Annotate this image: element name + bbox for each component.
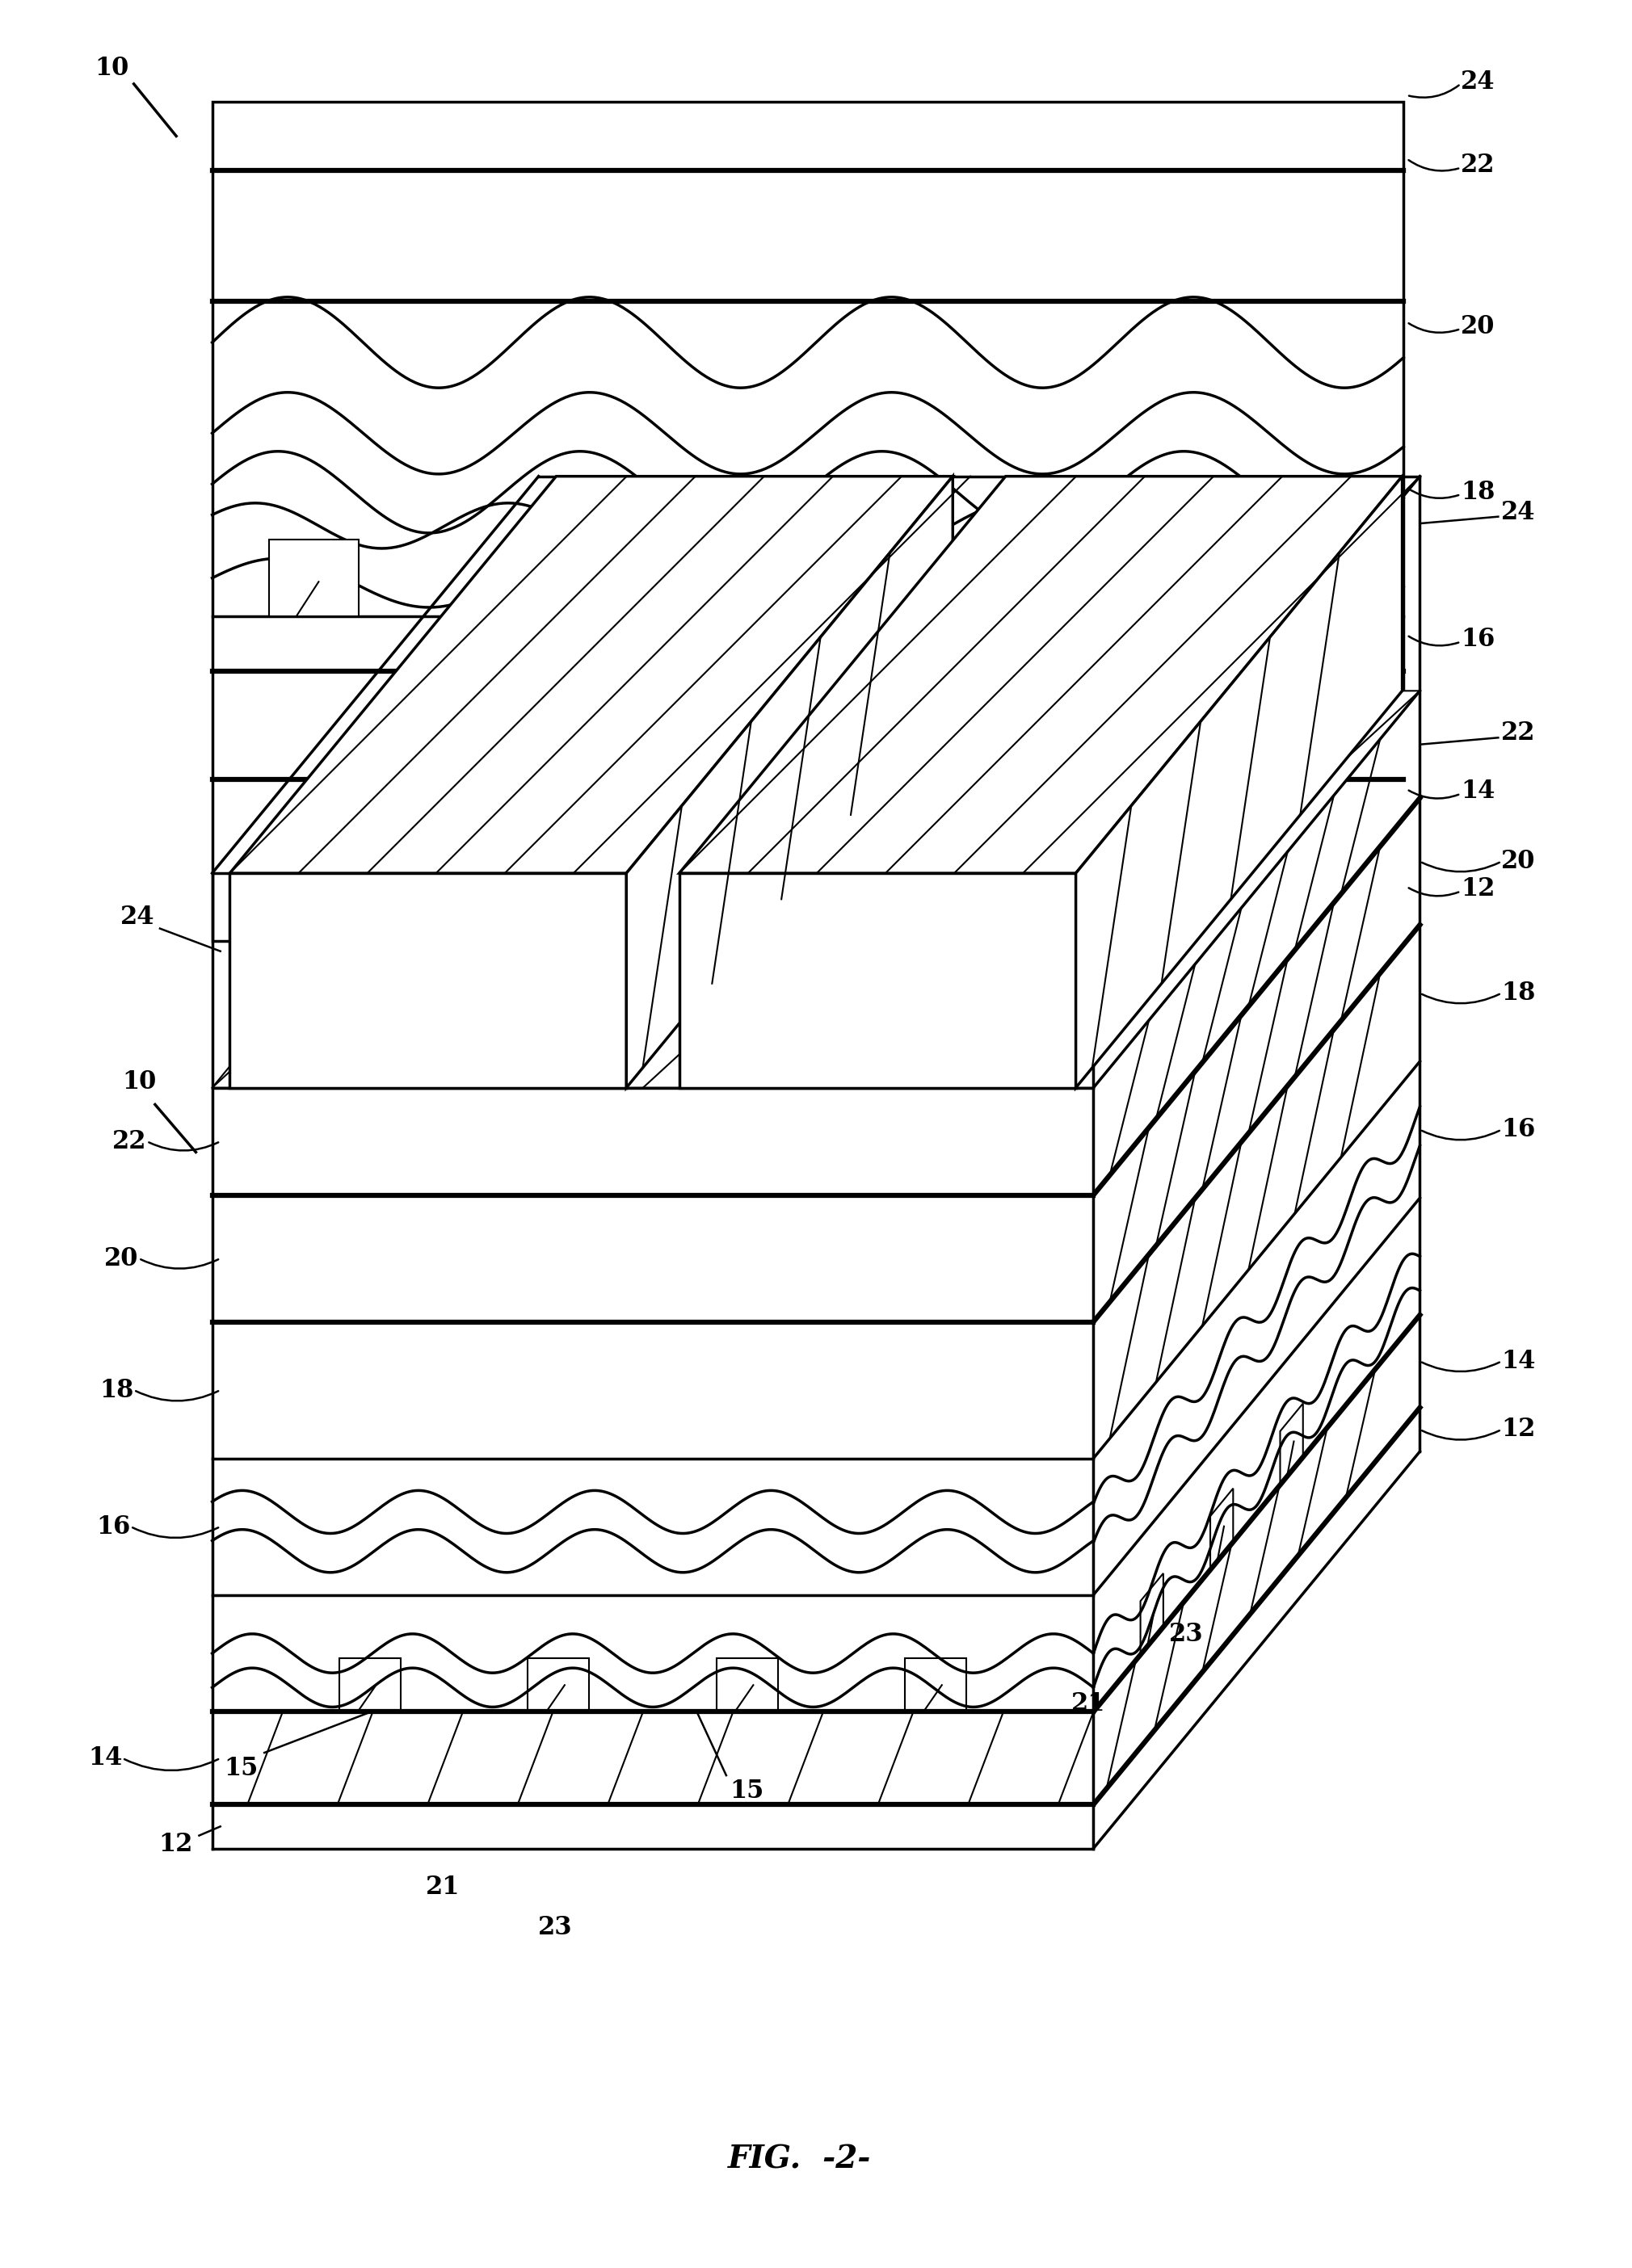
Text: 21: 21 [426,1873,460,1898]
Polygon shape [339,1658,401,1712]
Polygon shape [716,1658,778,1712]
Polygon shape [679,873,1075,1089]
Text: 23: 23 [1169,1622,1204,1647]
Polygon shape [679,476,1402,873]
Text: 10: 10 [122,1068,157,1093]
Polygon shape [1093,1061,1420,1594]
Text: 14: 14 [1461,778,1495,805]
Polygon shape [212,1712,1093,1805]
Text: 15: 15 [730,1778,764,1803]
Text: 23: 23 [539,1914,573,1939]
Text: 26: 26 [444,651,478,676]
Polygon shape [1093,692,1420,1195]
Text: 18: 18 [100,1377,134,1402]
Polygon shape [1093,1315,1420,1805]
Text: 22: 22 [1501,721,1536,746]
Text: 24: 24 [121,905,155,930]
Polygon shape [1279,1404,1302,1486]
Polygon shape [527,1658,589,1712]
Bar [1281,540,1371,617]
Text: FIG.  -1-: FIG. -1- [728,1016,871,1048]
Polygon shape [1211,1488,1234,1569]
Text: 15: 15 [387,953,419,980]
Text: 24: 24 [1501,499,1536,524]
Polygon shape [212,1322,1093,1458]
Text: 16: 16 [1501,1118,1536,1143]
Text: FIG.  -2-: FIG. -2- [728,2143,871,2175]
Polygon shape [212,1195,1093,1322]
Polygon shape [627,476,953,1089]
Polygon shape [212,1594,1093,1712]
Polygon shape [212,692,1420,1089]
Text: 15: 15 [224,1755,258,1780]
Polygon shape [230,476,953,873]
Text: 16: 16 [1461,626,1495,653]
Text: 15: 15 [788,953,821,980]
Text: 18: 18 [1461,479,1495,506]
Polygon shape [904,1658,966,1712]
Text: 22: 22 [113,1129,147,1154]
Polygon shape [1141,1574,1164,1656]
Text: 12: 12 [158,1833,193,1857]
Text: 14: 14 [1501,1349,1536,1374]
Polygon shape [212,1458,1093,1594]
Text: 21: 21 [1072,1692,1105,1717]
Polygon shape [230,873,627,1089]
Polygon shape [1093,1198,1420,1712]
Polygon shape [212,1089,1093,1195]
Polygon shape [1075,476,1402,1089]
Bar [1028,540,1118,617]
Bar [269,540,359,617]
Text: 16: 16 [96,1515,131,1540]
Text: 26: 26 [1129,556,1164,581]
Text: 14: 14 [88,1746,122,1771]
Text: 12: 12 [1501,1418,1536,1442]
Text: 12: 12 [1461,875,1495,903]
Bar [775,540,865,617]
Bar [212,102,1404,941]
Bar [522,540,612,617]
Text: 20: 20 [1461,313,1495,340]
Polygon shape [212,1805,1093,1848]
Text: 20: 20 [104,1245,139,1270]
Text: 20: 20 [1501,848,1536,873]
Text: 22: 22 [1461,152,1495,179]
Polygon shape [1093,798,1420,1322]
Text: 18: 18 [1501,980,1536,1005]
Text: 24: 24 [1461,68,1495,95]
Polygon shape [1093,925,1420,1458]
Polygon shape [1093,1408,1420,1848]
Text: 10: 10 [95,54,129,82]
